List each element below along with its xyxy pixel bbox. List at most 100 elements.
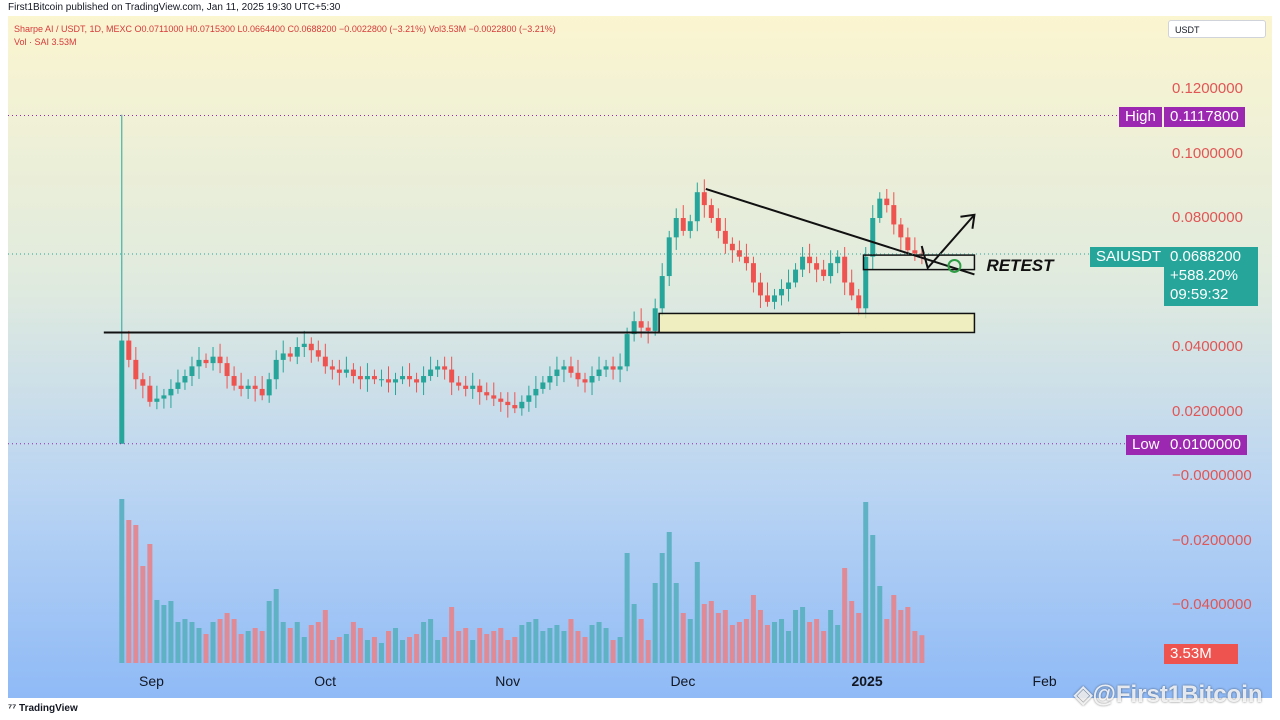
projection-arrow bbox=[920, 214, 976, 271]
candles bbox=[119, 114, 925, 444]
candle-body bbox=[582, 379, 588, 383]
volume-bar bbox=[491, 631, 497, 663]
candle-body bbox=[154, 398, 160, 402]
candle-body bbox=[442, 366, 448, 370]
currency-selector[interactable]: USDT bbox=[1168, 20, 1266, 38]
candle-body bbox=[371, 376, 377, 380]
last-price: 0.0688200 bbox=[1170, 248, 1241, 265]
high-tag-label: High bbox=[1119, 107, 1162, 127]
volume-bar bbox=[266, 601, 272, 663]
arrow-head-icon bbox=[960, 213, 976, 229]
candle-body bbox=[610, 366, 616, 370]
volume-bar bbox=[400, 640, 406, 663]
candle-body bbox=[428, 369, 434, 377]
low-tag-value: 0.0100000 bbox=[1164, 435, 1247, 455]
candle-body bbox=[189, 366, 195, 377]
candle-body bbox=[414, 379, 420, 383]
volume-bar bbox=[701, 604, 707, 663]
candle-body bbox=[224, 363, 230, 377]
volume-bar bbox=[350, 622, 356, 663]
candle-body bbox=[842, 256, 848, 283]
volume-bar bbox=[652, 583, 658, 663]
candle-body bbox=[856, 295, 862, 309]
candle-body bbox=[624, 334, 630, 367]
candle-body bbox=[259, 388, 265, 396]
candle-body bbox=[217, 356, 223, 364]
last-change: +588.20% bbox=[1170, 267, 1238, 284]
volume-bar bbox=[624, 553, 630, 663]
volume-bar bbox=[898, 610, 904, 663]
candle-body bbox=[238, 385, 244, 389]
volume-bar bbox=[449, 607, 455, 663]
candle-body bbox=[575, 372, 581, 380]
footer: ⁷⁷ TradingView bbox=[0, 698, 1280, 720]
candle-body bbox=[771, 295, 777, 302]
volume-bar bbox=[680, 613, 686, 663]
volume-bar bbox=[533, 619, 539, 663]
candle-body bbox=[561, 366, 567, 370]
volume-bar bbox=[519, 625, 525, 663]
volume-bar bbox=[828, 610, 834, 663]
trendline bbox=[705, 188, 975, 276]
candle-body bbox=[280, 353, 286, 360]
volume-bar bbox=[463, 628, 469, 663]
volume-bar bbox=[870, 535, 876, 663]
candle-body bbox=[182, 376, 188, 383]
volume-bar bbox=[547, 628, 553, 663]
candle-body bbox=[385, 379, 391, 383]
volume-bar bbox=[645, 640, 651, 663]
binance-logo-icon: ◈ bbox=[1074, 681, 1093, 708]
candle-body bbox=[540, 382, 546, 389]
volume-bar bbox=[905, 607, 911, 663]
volume-bar bbox=[568, 619, 574, 663]
candle-body bbox=[470, 385, 476, 389]
volume-bar bbox=[371, 637, 377, 663]
volume-bar bbox=[414, 634, 420, 663]
volume-legend: Vol · SAI 3.53M bbox=[14, 37, 77, 47]
candle-body bbox=[301, 343, 307, 347]
candle-body bbox=[645, 327, 651, 331]
volume-bar bbox=[638, 619, 644, 663]
volume-bar bbox=[708, 601, 714, 663]
candle-body bbox=[126, 340, 132, 360]
annotations: RETEST bbox=[103, 188, 1055, 334]
candle-body bbox=[357, 376, 363, 380]
candle-body bbox=[800, 256, 806, 270]
volume-bar bbox=[912, 631, 918, 663]
volume-bar bbox=[477, 628, 483, 663]
candle-body bbox=[603, 366, 609, 370]
volume-bar bbox=[294, 622, 300, 663]
candle-body bbox=[666, 237, 672, 277]
candle-body bbox=[435, 366, 441, 370]
price-tick: 0.0200000 bbox=[1172, 402, 1243, 420]
volume-bar bbox=[673, 583, 679, 663]
candle-body bbox=[294, 347, 300, 357]
volume-bar bbox=[617, 637, 623, 663]
candle-body bbox=[652, 308, 658, 331]
volume-bar bbox=[589, 625, 595, 663]
candle-body bbox=[589, 376, 595, 383]
volume-bar bbox=[800, 607, 806, 663]
candle-body bbox=[743, 256, 749, 264]
candle-body bbox=[786, 282, 792, 289]
volume-bar bbox=[308, 625, 314, 663]
candle-body bbox=[421, 376, 427, 383]
volume-bar bbox=[336, 637, 342, 663]
tradingview-logo: ⁷⁷ TradingView bbox=[8, 703, 78, 714]
candle-body bbox=[912, 250, 918, 254]
candle-body bbox=[533, 388, 539, 396]
publisher-bar: First1Bitcoin published on TradingView.c… bbox=[0, 0, 1280, 16]
candle-body bbox=[877, 198, 883, 218]
candle-body bbox=[498, 398, 504, 402]
candle-body bbox=[828, 263, 834, 277]
candle-body bbox=[736, 250, 742, 257]
volume-bar bbox=[582, 637, 588, 663]
volume-bar bbox=[182, 619, 188, 663]
volume-bar bbox=[140, 566, 146, 663]
candle-body bbox=[863, 256, 869, 309]
candle-body bbox=[393, 379, 399, 383]
volume-bar bbox=[364, 640, 370, 663]
volume-bar bbox=[154, 600, 160, 663]
volume-bar bbox=[456, 631, 462, 663]
candle-body bbox=[814, 263, 820, 270]
